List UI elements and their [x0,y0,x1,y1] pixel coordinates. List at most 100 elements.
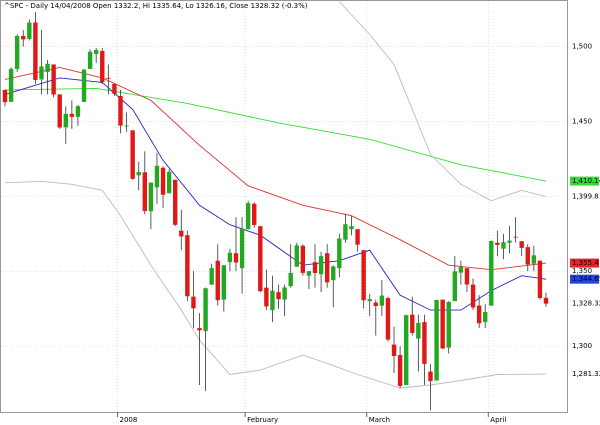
candle-body [81,69,87,102]
x-tick-label: February [247,416,278,424]
candle-body [543,297,549,304]
x-tick-label: March [369,416,390,424]
candles [2,11,549,411]
candle-body [160,167,166,195]
y-tick-label: 1,300 [572,342,592,350]
candle-body [367,299,372,302]
candle-body [349,226,354,230]
price-box [570,274,599,284]
price-label: 1,410.14 [572,177,600,185]
candle-body [87,51,93,69]
candle-body [385,298,391,340]
grid [1,1,568,417]
candle-body [403,315,409,386]
price-label: 1,355.4 [572,259,599,267]
candle-body [33,22,38,80]
candle-body [300,245,306,273]
candle-body [106,77,111,79]
candle-body [57,94,62,128]
price-box [570,369,599,379]
candle-body [458,266,464,273]
candle-body [112,83,117,94]
candle-body [501,242,506,249]
y-tick-label: 1,500 [572,42,592,50]
candle-body [124,125,129,127]
candle-body [197,328,202,331]
candle-body [270,290,275,311]
overlay-line [4,66,547,271]
candle-body [422,322,427,364]
price-label: 1,399.8 [572,193,599,201]
candle-body [2,89,8,103]
candle-body [39,66,44,80]
candle-body [331,266,336,281]
candle-body [142,172,148,211]
overlay-line [4,87,547,182]
candle-body [63,113,68,128]
candle-body [130,130,135,179]
candle-body [45,63,50,72]
candle-body [191,296,196,309]
price-box [570,258,599,268]
candle-body [391,344,397,357]
candle-body [434,300,439,381]
candle-body [221,265,227,300]
price-box [570,176,599,186]
candle-body [252,203,257,225]
candle-body [100,50,105,82]
candle-body [288,272,293,287]
y-tick-label: 1,450 [572,117,592,125]
candle-body [93,49,99,54]
candle-body [446,301,451,348]
candle-body [428,371,433,382]
candle-body [519,241,524,248]
candle-body [239,228,245,269]
price-label: 1,344.65 [572,275,600,283]
candle-body [75,106,81,117]
candle-body [245,203,251,230]
candle-body [343,224,348,240]
candle-body [294,245,299,267]
candle-body [410,314,415,333]
candle-body [21,35,26,40]
candle-body [209,268,214,285]
candle-body [69,113,75,117]
candle-body [215,260,220,301]
candle-body [355,229,360,245]
candle-body [14,35,20,69]
price-label: 1,281.32 [572,370,600,378]
candle-body [489,240,494,306]
candle-body [318,256,324,275]
candle-body [397,355,403,386]
candle-body [8,68,14,102]
candle-body [166,171,172,194]
candle-body [258,226,263,292]
candle-body [513,236,518,238]
overlays [4,1,547,389]
candle-body [27,22,32,39]
candle-body [373,302,378,307]
candle-body [233,253,239,263]
candle-body [148,182,154,212]
candle-body [337,238,342,269]
x-tick-label: April [490,416,506,424]
candle-body [118,95,123,126]
candle-body [464,268,470,285]
chart-title: ^SPC - Daily 14/04/2008 Open 1332.2, Hi … [4,2,308,10]
candle-body [531,255,537,264]
y-tick-label: 1,350 [572,267,592,275]
candle-body [154,165,160,188]
candle-body [379,295,385,306]
candle-body [312,262,318,273]
overlay-line [4,180,547,389]
candle-body [179,230,184,237]
labels: 1,3001,3501,4001,4501,5002008FebruaryMar… [119,42,600,424]
candle-body [136,172,141,176]
candle-body [306,271,312,276]
price-box [570,192,599,202]
plot-frame [0,0,568,413]
candle-body [507,240,512,243]
price-box [570,299,599,309]
